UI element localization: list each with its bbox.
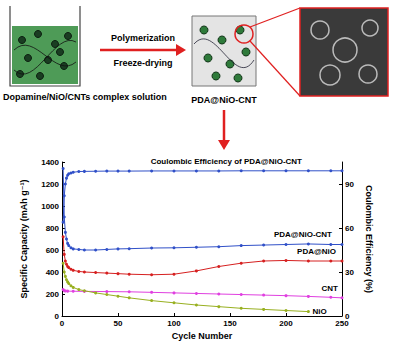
svg-text:100: 100 [167, 319, 181, 328]
svg-text:250: 250 [335, 319, 349, 328]
svg-text:800: 800 [46, 224, 60, 233]
svg-text:Polymerization: Polymerization [111, 33, 175, 43]
svg-text:Dopamine/NiO/CNTs complex solu: Dopamine/NiO/CNTs complex solution [3, 92, 167, 102]
svg-text:0: 0 [345, 311, 350, 321]
svg-text:PDA@NiO-CNT: PDA@NiO-CNT [191, 95, 257, 105]
svg-text:PDA@NiO-CNT: PDA@NiO-CNT [274, 230, 332, 239]
svg-text:0: 0 [54, 311, 59, 321]
svg-text:30: 30 [345, 268, 354, 277]
svg-text:Cycle Number: Cycle Number [172, 331, 233, 341]
svg-text:50: 50 [114, 319, 123, 328]
svg-text:Coulombic Efficiency of PDA@Ni: Coulombic Efficiency of PDA@NiO-CNT [151, 157, 302, 166]
svg-text:150: 150 [223, 319, 237, 328]
svg-text:600: 600 [46, 246, 60, 255]
svg-text:400: 400 [46, 268, 60, 277]
svg-text:60: 60 [345, 224, 354, 233]
svg-text:200: 200 [46, 290, 60, 299]
svg-text:CNT: CNT [322, 284, 339, 293]
svg-text:200: 200 [279, 319, 293, 328]
svg-text:NiO: NiO [312, 307, 326, 316]
svg-text:1200: 1200 [41, 180, 59, 189]
svg-text:90: 90 [345, 180, 354, 189]
svg-text:0: 0 [60, 319, 65, 328]
svg-text:1400: 1400 [41, 158, 59, 167]
svg-text:Coulombic Efficiency (%): Coulombic Efficiency (%) [364, 185, 374, 293]
svg-text:1000: 1000 [41, 202, 59, 211]
svg-text:Freeze-drying: Freeze-drying [113, 58, 172, 68]
svg-text:Specific Capacity (mAh g⁻¹): Specific Capacity (mAh g⁻¹) [19, 180, 29, 299]
svg-text:PDA@NiO: PDA@NiO [297, 247, 336, 256]
